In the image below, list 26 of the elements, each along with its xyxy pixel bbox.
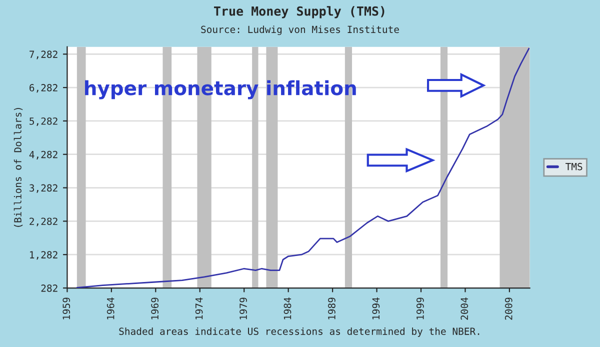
- x-tick-label: 1989: [328, 298, 336, 320]
- y-tick-label: 3,282: [30, 184, 58, 193]
- y-tick-label: 7,282: [30, 50, 58, 60]
- y-tick-label: 5,282: [30, 117, 58, 126]
- y-tick-label: 2,282: [30, 218, 58, 226]
- x-tick-label: 1964: [106, 298, 114, 320]
- x-tick-label: 1969: [151, 298, 158, 320]
- x-tick-label: 1999: [416, 298, 424, 320]
- x-tick-label: 2004: [460, 298, 468, 320]
- x-tick-label: 1984: [284, 298, 292, 320]
- y-tick-label: 282: [41, 284, 58, 292]
- line-series: [76, 48, 530, 288]
- x-tick-label: 1959: [62, 298, 70, 320]
- annotation: hyper monetary inflation: [85, 80, 356, 100]
- y-tick-label: 1,282: [30, 251, 58, 260]
- y-axis-title: (Billions of Dollars): [14, 108, 23, 227]
- x-tick-label: 2009: [504, 298, 512, 320]
- x-tick-label: 1979: [240, 298, 247, 320]
- x-tick-label: 1994: [372, 298, 380, 320]
- y-tick-label: 6,282: [30, 84, 58, 93]
- chart-title: True Money Supply (TMS): [214, 6, 384, 18]
- chart-subtitle: Source: Ludwig von Mises Institute: [201, 26, 399, 36]
- y-tick-label: 4,282: [29, 150, 58, 160]
- x-tick-label: 1974: [195, 298, 203, 320]
- text: Shaded areas indicate US recessions as determined by the NBER.: [119, 327, 480, 337]
- legend-label: TMS: [566, 162, 582, 170]
